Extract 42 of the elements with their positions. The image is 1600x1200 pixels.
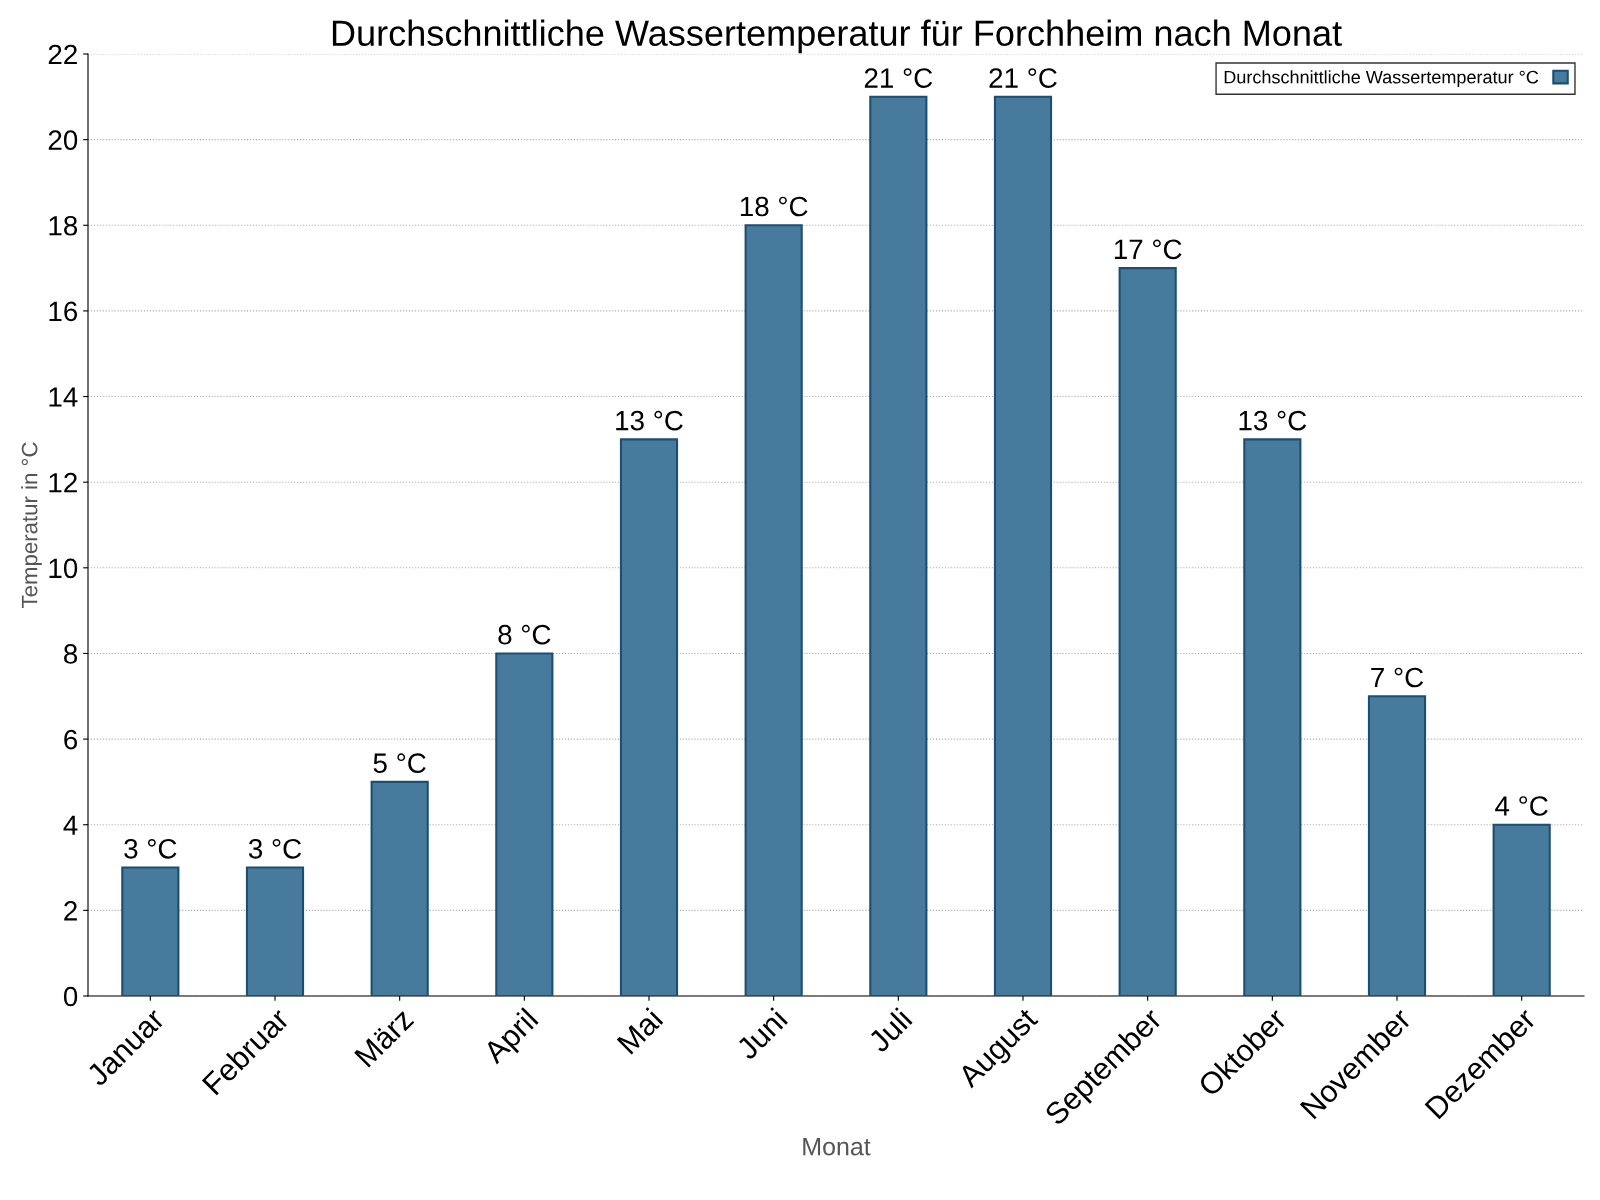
bar	[1243, 438, 1302, 996]
y-tick-label: 18	[49, 215, 78, 236]
y-tick-label: 16	[49, 301, 78, 322]
chart-title: Durchschnittliche Wassertemperatur für Forchheim nach Monat	[332, 19, 1342, 54]
data-label: 3 °C	[124, 838, 177, 859]
data-label: 17 °C	[1114, 239, 1182, 260]
x-tick-label: Mai	[615, 1007, 664, 1055]
bar	[744, 224, 803, 996]
y-tick-label: 8	[64, 644, 78, 664]
y-tick-label: 4	[63, 815, 78, 835]
data-label: 4 °C	[1495, 796, 1548, 816]
bar	[869, 95, 928, 996]
y-axis-title: Temperatur in °C	[21, 442, 42, 608]
bar	[1118, 267, 1177, 996]
bar	[121, 866, 180, 996]
y-tick-label: 20	[48, 130, 78, 150]
data-label: 8 °C	[498, 624, 551, 645]
y-tick-label: 2	[64, 901, 77, 921]
bar	[1492, 823, 1551, 996]
y-tick-label: 6	[64, 729, 78, 750]
data-label: 7 °C	[1371, 667, 1424, 688]
data-label: 21 °C	[864, 68, 933, 88]
bar	[245, 866, 305, 996]
bar	[1367, 695, 1427, 996]
legend-label: Durchschnittliche Wassertemperatur °C	[1224, 70, 1539, 88]
y-tick-label: 0	[63, 986, 78, 1007]
y-tick-label: 12	[49, 472, 77, 493]
x-tick-label: Juli	[866, 1007, 913, 1054]
data-label: 13 °C	[1239, 410, 1307, 431]
data-label: 5 °C	[373, 753, 426, 773]
data-label: 13 °C	[616, 410, 683, 431]
bar	[370, 780, 429, 996]
y-tick-label: 10	[49, 558, 78, 579]
y-tick-label: 22	[48, 44, 77, 65]
y-tick-label: 14	[49, 387, 78, 407]
bar	[993, 95, 1053, 996]
bar	[495, 652, 554, 996]
bar	[619, 438, 679, 996]
data-label: 3 °C	[248, 838, 302, 859]
data-label: 18 °C	[740, 196, 808, 217]
x-axis-title: Monat	[803, 1138, 871, 1156]
data-label: 21 °C	[989, 68, 1057, 88]
